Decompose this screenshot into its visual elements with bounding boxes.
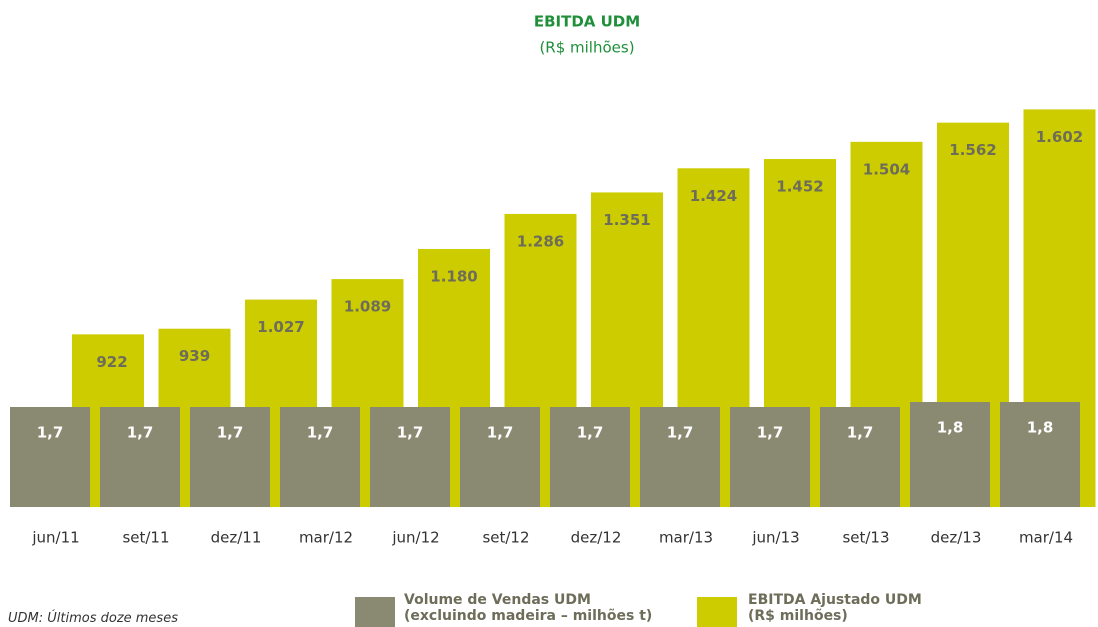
bar	[10, 407, 90, 507]
value-label: 1,7	[127, 424, 154, 442]
value-label: 1.562	[949, 141, 996, 159]
chart-title: EBITDA UDM	[534, 13, 640, 31]
x-tick-label: dez/13	[931, 529, 982, 547]
chart-subtitle: (R$ milhões)	[539, 39, 634, 57]
footnote: UDM: Últimos doze meses	[8, 611, 178, 626]
value-label: 1,7	[667, 424, 694, 442]
value-label: 1,7	[847, 424, 874, 442]
x-tick-label: mar/14	[1019, 529, 1073, 547]
value-label: 1.180	[430, 268, 477, 286]
value-label: 1,7	[217, 424, 244, 442]
x-tick-label: mar/12	[299, 529, 353, 547]
value-label: 1.089	[344, 298, 391, 316]
value-label: 1.286	[517, 232, 564, 250]
x-tick-label: set/11	[122, 529, 169, 547]
value-label: 1.504	[863, 160, 910, 178]
legend-swatch	[355, 597, 395, 627]
value-label: 1.424	[690, 187, 737, 205]
bar	[460, 407, 540, 507]
x-tick-label: jun/13	[751, 529, 799, 547]
value-label: 1.602	[1036, 128, 1083, 146]
bar	[190, 407, 270, 507]
x-tick-label: dez/12	[571, 529, 622, 547]
legend-label: EBITDA Ajustado UDM (R$ milhões)	[748, 592, 922, 624]
bar	[730, 407, 810, 507]
bar	[910, 402, 990, 507]
bar	[280, 407, 360, 507]
value-label: 939	[179, 347, 210, 365]
bar	[100, 407, 180, 507]
x-tick-label: set/12	[482, 529, 529, 547]
value-label: 1,7	[307, 424, 334, 442]
value-label: 1,8	[1027, 419, 1054, 437]
value-label: 1,7	[37, 424, 64, 442]
value-label: 1,7	[577, 424, 604, 442]
value-label: 1,7	[757, 424, 784, 442]
bar	[550, 407, 630, 507]
x-tick-label: mar/13	[659, 529, 713, 547]
value-label: 922	[96, 353, 127, 371]
legend-swatch	[697, 597, 737, 627]
value-label: 1.452	[776, 178, 823, 196]
x-tick-label: jun/12	[391, 529, 439, 547]
value-label: 1,8	[937, 419, 964, 437]
value-label: 1,7	[397, 424, 424, 442]
bar	[1000, 402, 1080, 507]
value-label: 1.027	[257, 318, 304, 336]
legend-label: Volume de Vendas UDM (excluindo madeira …	[404, 592, 653, 624]
x-tick-label: jun/11	[31, 529, 79, 547]
bar	[820, 407, 900, 507]
x-tick-label: dez/11	[211, 529, 262, 547]
bar	[370, 407, 450, 507]
bar	[640, 407, 720, 507]
value-label: 1,7	[487, 424, 514, 442]
x-tick-label: set/13	[842, 529, 889, 547]
value-label: 1.351	[603, 211, 650, 229]
